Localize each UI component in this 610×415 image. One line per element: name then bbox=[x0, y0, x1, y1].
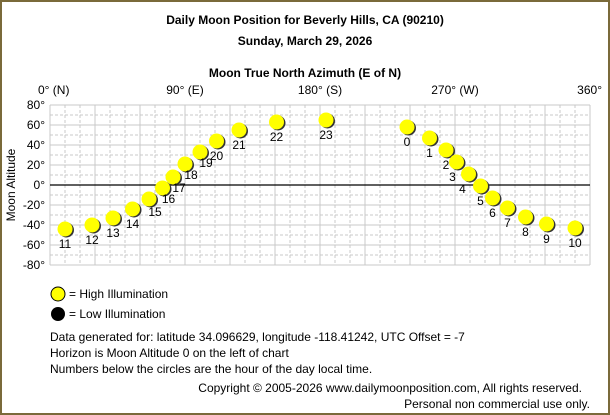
moon-point bbox=[485, 190, 500, 206]
hour-label: 12 bbox=[85, 233, 99, 247]
y-tick-label: 80° bbox=[27, 98, 45, 112]
hour-label: 22 bbox=[270, 130, 284, 144]
note-location: Data generated for: latitude 34.096629, … bbox=[50, 330, 465, 344]
hour-label: 14 bbox=[126, 217, 140, 231]
hour-label: 23 bbox=[319, 128, 333, 142]
usage-note: Personal non commercial use only. bbox=[404, 397, 590, 411]
moon-point bbox=[125, 201, 140, 217]
moon-point bbox=[177, 156, 193, 172]
hour-label: 16 bbox=[162, 192, 176, 206]
hour-label: 19 bbox=[199, 156, 213, 170]
y-tick-label: 40° bbox=[27, 138, 45, 152]
y-tick-label: -40° bbox=[23, 218, 45, 232]
hour-label: 8 bbox=[522, 225, 529, 239]
moon-point bbox=[141, 191, 157, 207]
moon-point bbox=[165, 169, 181, 185]
hour-label: 17 bbox=[172, 181, 186, 195]
moon-point bbox=[231, 122, 247, 138]
hour-label: 10 bbox=[568, 236, 582, 250]
hour-label: 9 bbox=[543, 232, 550, 246]
note-hours: Numbers below the circles are the hour o… bbox=[50, 362, 372, 376]
y-tick-label: -80° bbox=[23, 258, 45, 272]
x-axis-label: Moon True North Azimuth (E of N) bbox=[209, 66, 401, 80]
moon-point bbox=[399, 119, 415, 135]
legend-high-label: = High Illumination bbox=[69, 287, 168, 301]
x-tick-label: 360° bbox=[577, 83, 602, 97]
x-tick-label: 90° (E) bbox=[166, 83, 203, 97]
y-tick-label: -20° bbox=[23, 198, 45, 212]
legend-low-label: = Low Illumination bbox=[69, 307, 165, 321]
moon-point bbox=[567, 220, 583, 236]
note-horizon: Horizon is Moon Altitude 0 on the left o… bbox=[50, 346, 289, 360]
hour-label: 20 bbox=[210, 149, 224, 163]
moon-point bbox=[461, 166, 476, 182]
legend-low-icon bbox=[51, 307, 65, 321]
moon-point bbox=[422, 130, 437, 146]
moon-point bbox=[318, 112, 334, 128]
hour-label: 18 bbox=[184, 168, 198, 182]
hour-label: 4 bbox=[459, 182, 466, 196]
chart-title: Daily Moon Position for Beverly Hills, C… bbox=[166, 13, 444, 27]
legend-high-icon bbox=[50, 286, 66, 302]
moon-point bbox=[518, 209, 533, 225]
hour-label: 13 bbox=[106, 226, 120, 240]
moon-point bbox=[473, 178, 488, 194]
moon-point bbox=[57, 221, 73, 237]
hour-label: 7 bbox=[504, 216, 511, 230]
x-tick-label: 270° (W) bbox=[431, 83, 478, 97]
axis-ticks: 0° (N) 90° (E) 180° (S) 270° (W) 360°80°60°4… bbox=[23, 83, 602, 272]
moon-point bbox=[539, 216, 554, 232]
y-tick-label: 20° bbox=[27, 158, 45, 172]
moon-point bbox=[84, 217, 100, 233]
hour-label: 21 bbox=[232, 138, 246, 152]
moon-point bbox=[105, 210, 121, 226]
x-tick-label: 180° (S) bbox=[298, 83, 342, 97]
copyright: Copyright © 2005-2026 www.dailymoonposit… bbox=[198, 381, 582, 395]
moon-point bbox=[192, 144, 208, 160]
y-tick-label: 0° bbox=[34, 178, 46, 192]
hour-label: 15 bbox=[148, 205, 162, 219]
moon-point bbox=[438, 142, 454, 158]
x-tick-label: 0° (N) bbox=[38, 83, 69, 97]
hour-label: 5 bbox=[477, 194, 484, 208]
moon-point bbox=[500, 200, 515, 216]
y-axis-label: Moon Altitude bbox=[4, 148, 18, 221]
moon-point bbox=[209, 133, 224, 149]
hour-label: 1 bbox=[426, 146, 433, 160]
moon-point bbox=[155, 180, 170, 196]
y-tick-label: 60° bbox=[27, 118, 45, 132]
hour-label: 3 bbox=[449, 170, 456, 184]
y-tick-label: -60° bbox=[23, 238, 45, 252]
hour-label: 6 bbox=[489, 206, 496, 220]
hour-label: 2 bbox=[443, 158, 450, 172]
moon-point bbox=[269, 114, 284, 130]
moon-point bbox=[449, 154, 464, 170]
hour-label: 11 bbox=[59, 237, 72, 251]
chart-subtitle: Sunday, March 29, 2026 bbox=[238, 34, 373, 48]
hour-label: 0 bbox=[404, 135, 411, 149]
